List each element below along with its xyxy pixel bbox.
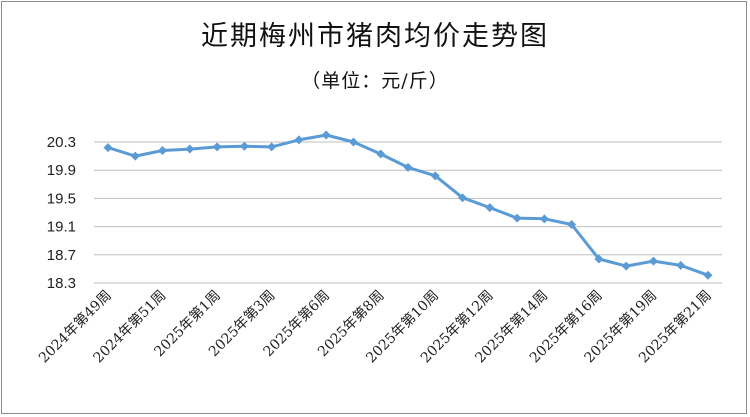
x-axis: 2024年第49周2024年第51周2025年第1周2025年第3周2025年第… — [35, 287, 715, 367]
data-point — [185, 144, 195, 154]
data-point — [458, 193, 468, 203]
chart-title: 近期梅州市猪肉均价走势图 — [201, 21, 549, 52]
data-point — [158, 145, 168, 155]
data-point — [239, 141, 249, 151]
data-point — [648, 256, 658, 266]
data-point — [130, 151, 140, 161]
data-point — [267, 142, 277, 152]
y-tick-label: 19.1 — [47, 219, 76, 236]
data-point — [103, 143, 113, 153]
data-point — [321, 130, 331, 140]
data-point — [430, 171, 440, 181]
data-point — [703, 270, 713, 280]
data-point — [539, 214, 549, 224]
y-tick-label: 19.9 — [47, 162, 76, 179]
y-tick-label: 19.5 — [47, 190, 76, 207]
y-axis: 18.3 18.7 19.1 19.5 19.9 20.3 — [47, 134, 76, 292]
chart-subtitle: （单位：元/斤） — [301, 70, 449, 92]
y-tick-label: 18.3 — [47, 275, 76, 292]
y-tick-label: 18.7 — [47, 247, 76, 264]
data-point — [348, 137, 358, 147]
data-point — [567, 219, 577, 229]
data-point — [294, 135, 304, 145]
data-point — [403, 162, 413, 172]
data-point — [512, 213, 522, 223]
y-tick-label: 20.3 — [47, 134, 76, 151]
data-point — [485, 203, 495, 213]
data-point — [376, 149, 386, 159]
data-point — [594, 254, 604, 264]
series — [103, 130, 713, 280]
data-point — [676, 260, 686, 270]
series-line — [107, 133, 709, 277]
data-point — [212, 142, 222, 152]
data-point — [621, 261, 631, 271]
